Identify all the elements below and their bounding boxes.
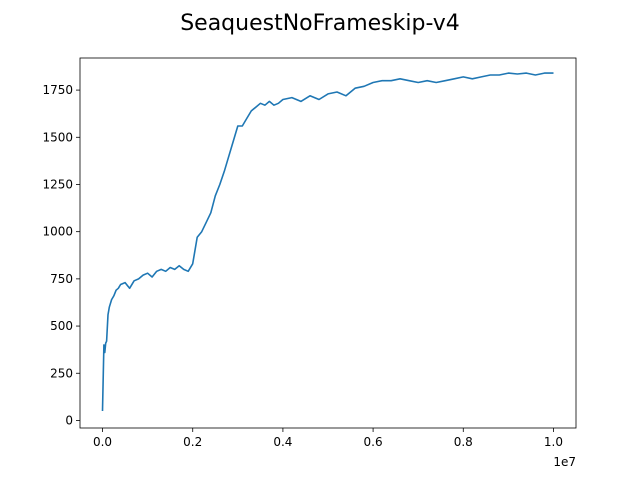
x-tick-label: 0.2: [183, 435, 202, 449]
x-tick-label: 0.4: [273, 435, 292, 449]
x-tick-label: 0.0: [93, 435, 112, 449]
plot-area: 0.0 0.2 0.4 0.6 0.8 1.0 0 250 500 750 1000 1250 1500…: [42, 57, 577, 449]
y-tick-label: 1000: [42, 225, 73, 239]
y-tick-label: 750: [50, 272, 73, 286]
y-tick-label: 250: [50, 366, 73, 380]
series-line: [101, 72, 554, 412]
y-tick-label: 0: [65, 413, 73, 427]
x-axis-offset-label: 1e7: [553, 455, 576, 469]
plot-frame: [79, 57, 577, 429]
x-tick-label: 0.6: [364, 435, 383, 449]
x-tick-label: 0.8: [454, 435, 473, 449]
chart-title: SeaquestNoFrameskip-v4: [180, 11, 460, 36]
y-tick-label: 1750: [42, 83, 73, 97]
y-tick-label: 1250: [42, 177, 73, 191]
x-tick-label: 1.0: [544, 435, 563, 449]
y-tick-label: 500: [50, 319, 73, 333]
y-tick-label: 1500: [42, 130, 73, 144]
